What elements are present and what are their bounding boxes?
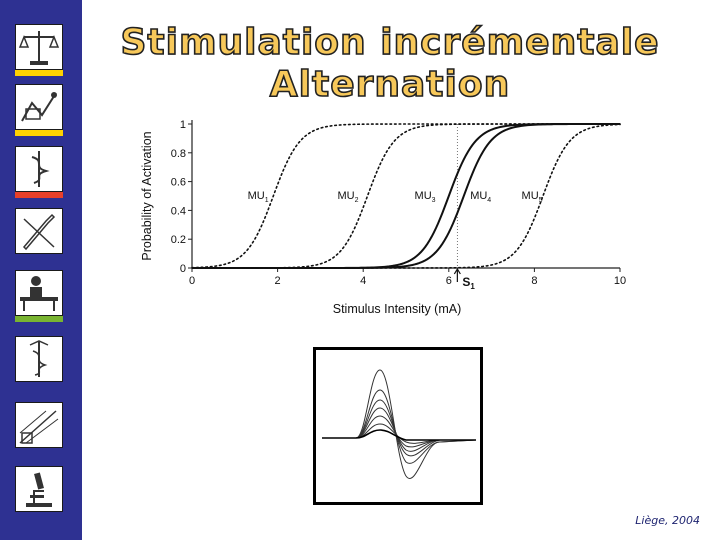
series-label-sub: 2 xyxy=(355,197,359,204)
caduceus-accent-bar xyxy=(15,192,63,198)
reader-icon[interactable] xyxy=(15,270,63,316)
series-label-sub: 5 xyxy=(539,197,543,204)
chart-labels: MU1 MU2 MU3 MU4 MU5 xyxy=(248,190,543,204)
x-tick-label: 8 xyxy=(531,275,537,287)
title-line-1: Stimulation incrémentale xyxy=(121,22,660,63)
series-label-mu3: MU3 xyxy=(415,190,436,204)
stimulus-arrow xyxy=(453,267,461,282)
series-label-mu1: MU1 xyxy=(248,190,269,204)
y-tick-label: 0.4 xyxy=(171,205,186,217)
chart-series xyxy=(191,123,621,269)
x-tick-label: 10 xyxy=(614,275,626,287)
y-tick-label: 0.6 xyxy=(171,177,186,189)
scales-icon[interactable] xyxy=(15,24,63,70)
pen-icon[interactable] xyxy=(15,208,63,254)
y-tick-label: 0.8 xyxy=(171,148,186,160)
x-axis-label: Stimulus Intensity (mA) xyxy=(333,302,462,316)
x-tick-label: 0 xyxy=(189,275,195,287)
building-accent-bar xyxy=(15,448,63,454)
reader-accent-bar xyxy=(15,316,63,322)
series-label-sub: 3 xyxy=(432,197,436,204)
hands-icon[interactable] xyxy=(15,84,63,130)
series-label-mu5: MU5 xyxy=(522,190,543,204)
stimulus-annotation: S1 xyxy=(462,275,475,291)
y-axis-label: Probability of Activation xyxy=(140,131,154,260)
hands-accent-bar xyxy=(15,130,63,136)
series-label-mu2: MU2 xyxy=(338,190,359,204)
caduceus-icon[interactable] xyxy=(15,146,63,192)
sidebar xyxy=(0,0,82,540)
staff-icon[interactable] xyxy=(15,336,63,382)
x-tick-label: 6 xyxy=(446,275,452,287)
staff-accent-bar xyxy=(15,382,63,388)
microscope-icon[interactable] xyxy=(15,466,63,512)
stimulus-annotation-sub: 1 xyxy=(470,282,475,291)
footer-location-date: Liège, 2004 xyxy=(635,514,700,527)
pen-accent-bar xyxy=(15,254,63,260)
series-label-sub: 4 xyxy=(487,197,491,204)
emg-traces xyxy=(322,369,477,479)
series-label-mu4: MU4 xyxy=(470,190,491,204)
emg-trace-box xyxy=(313,347,483,505)
y-tick-label: 0.2 xyxy=(171,234,186,246)
y-tick-label: 1 xyxy=(180,119,186,131)
building-icon[interactable] xyxy=(15,402,63,448)
x-tick-label: 2 xyxy=(275,275,281,287)
series-curve-mu5 xyxy=(191,123,621,269)
slide-title: Stimulation incrémentale Alternation xyxy=(120,21,660,105)
scales-accent-bar xyxy=(15,70,63,76)
y-tick-label: 0 xyxy=(180,263,186,275)
x-tick-label: 4 xyxy=(360,275,366,287)
series-label-sub: 1 xyxy=(265,197,269,204)
title-line-2: Alternation xyxy=(270,64,510,105)
microscope-accent-bar xyxy=(15,512,63,518)
